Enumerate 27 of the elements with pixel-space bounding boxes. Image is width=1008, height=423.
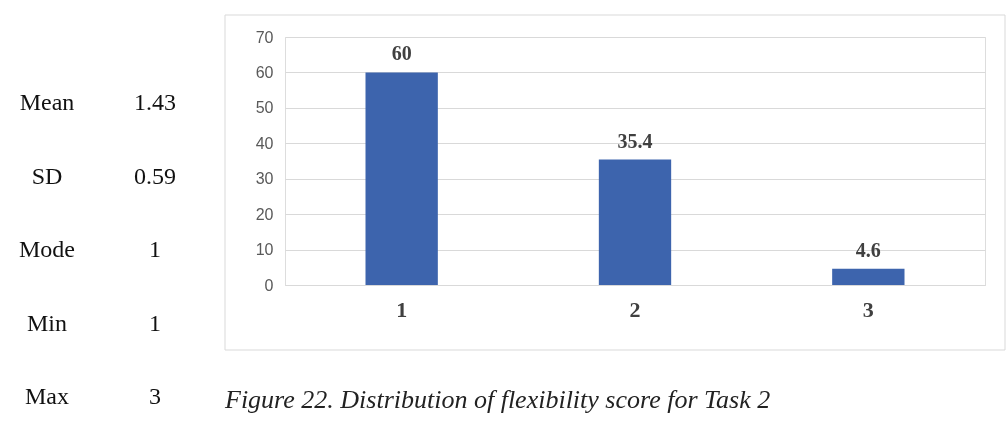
x-tick-label: 3 (862, 296, 874, 322)
data-label: 35.4 (617, 129, 653, 152)
x-tick-label: 1 (396, 296, 408, 322)
caption: Figure 22. Distribution of flexibility score for Task 2 (224, 385, 771, 414)
y-tick-label: 10 (255, 241, 274, 259)
text: SD (31, 162, 63, 189)
text: 1.43 (134, 89, 176, 115)
text: 0.59 (134, 162, 176, 189)
y-tick-label: 70 (255, 28, 274, 46)
y-tick-label: 30 (255, 170, 274, 188)
y-tick-label: 60 (255, 63, 274, 81)
text: Mode (19, 236, 75, 262)
y-tick-label: 40 (255, 134, 274, 152)
text: Max (25, 383, 69, 409)
data-label: 4.6 (855, 238, 881, 261)
bar (598, 159, 672, 285)
bar (365, 72, 438, 285)
data-label: 60 (391, 42, 412, 65)
y-tick-label: 50 (255, 99, 274, 117)
x-tick-label: 2 (629, 296, 641, 322)
y-tick-label: 0 (264, 276, 274, 294)
bar (832, 268, 905, 285)
text: 1 (149, 236, 161, 262)
text: Min (26, 309, 68, 336)
y-tick-label: 20 (255, 205, 274, 223)
text: Mean (19, 89, 75, 115)
text: 3 (149, 383, 161, 409)
